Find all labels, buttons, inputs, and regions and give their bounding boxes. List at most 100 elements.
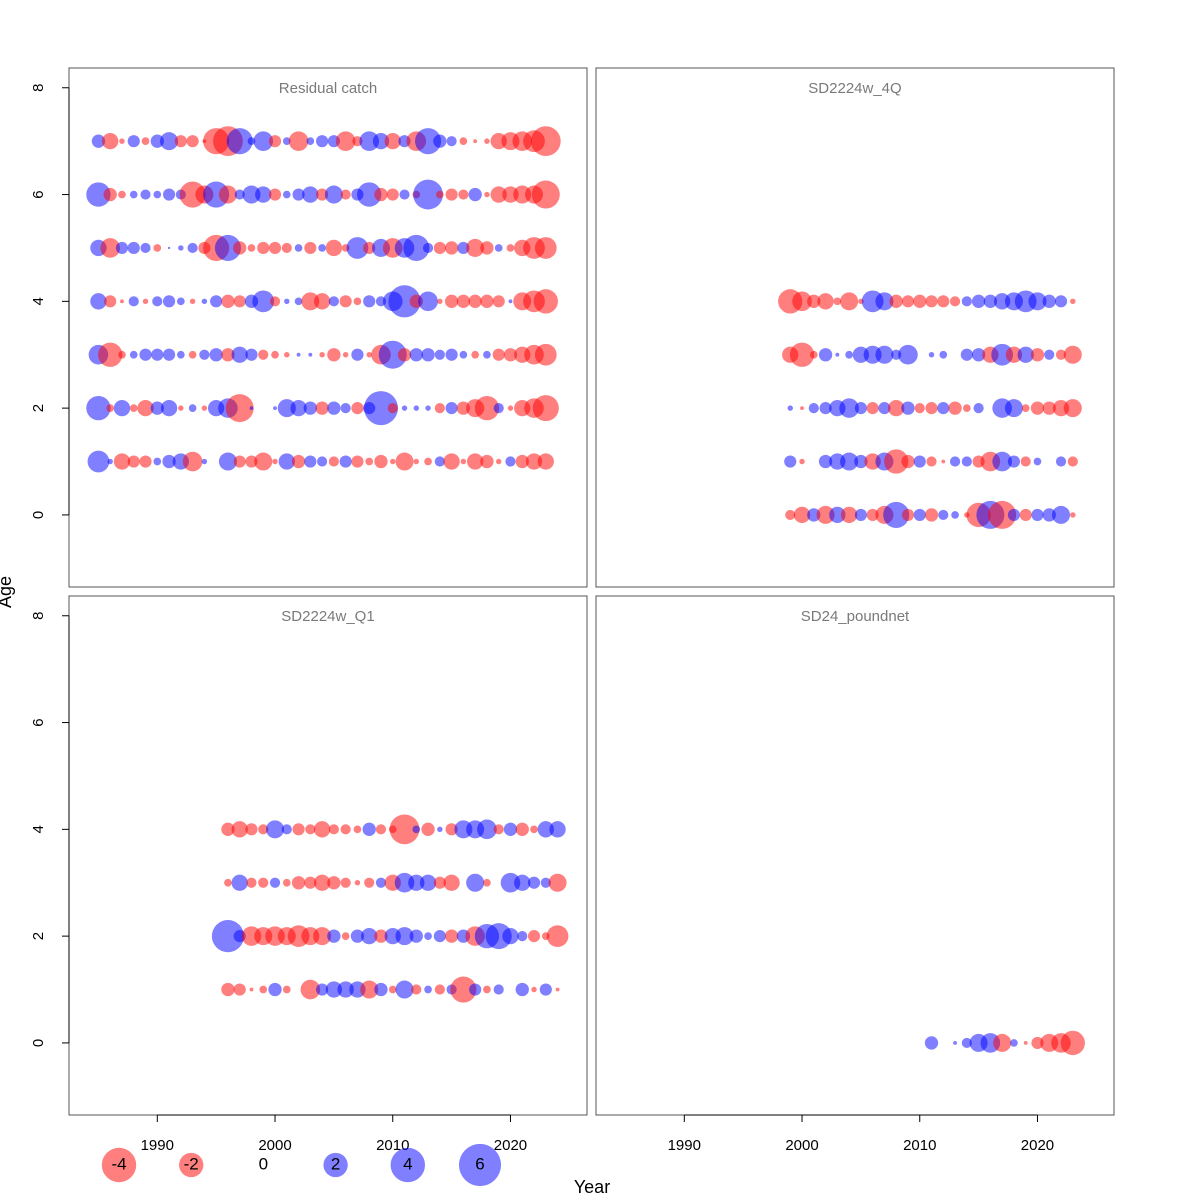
bubble — [249, 406, 254, 411]
bubble — [415, 128, 442, 155]
bubble — [549, 821, 566, 838]
bubble — [351, 402, 364, 415]
bubble — [413, 405, 420, 411]
bubble — [107, 458, 113, 465]
x-tick-label: 2000 — [785, 1137, 818, 1154]
bubble — [924, 1036, 939, 1050]
bubble — [106, 404, 115, 412]
bubble — [515, 454, 529, 469]
bubble — [483, 878, 491, 887]
bubble — [484, 191, 490, 198]
bubble — [231, 874, 248, 891]
bubble — [492, 348, 505, 361]
bubble — [913, 455, 926, 468]
bubble — [247, 137, 256, 145]
bubble — [397, 348, 412, 362]
bubble — [799, 458, 805, 465]
bubble — [269, 877, 281, 888]
bubble — [818, 348, 833, 362]
bubble — [1067, 456, 1078, 467]
bubble — [315, 401, 329, 415]
legend-label: 4 — [403, 1154, 412, 1173]
bubble — [434, 456, 445, 467]
bubble — [340, 824, 351, 835]
bubble — [493, 984, 504, 995]
bubble — [210, 295, 223, 308]
bubble — [951, 511, 959, 519]
bubble — [437, 298, 443, 305]
bubble — [327, 929, 341, 943]
x-tick-label: 2020 — [494, 1137, 527, 1154]
bubble — [459, 137, 468, 145]
bubble — [800, 406, 804, 411]
legend-label: 2 — [331, 1154, 340, 1173]
bubble — [140, 242, 151, 254]
bubble — [928, 352, 935, 358]
bubble — [1063, 399, 1082, 418]
bubble — [993, 1033, 1012, 1052]
bubble — [277, 399, 296, 418]
bubble — [480, 294, 494, 308]
bubble — [340, 403, 351, 414]
bubble — [305, 824, 316, 835]
bubble — [303, 401, 318, 415]
bubble — [437, 826, 443, 833]
bubble — [139, 348, 152, 361]
bubble — [1005, 346, 1023, 363]
bubble — [327, 348, 341, 362]
bubble — [490, 186, 507, 203]
bubble — [395, 927, 414, 946]
bubble — [425, 405, 431, 411]
bubble — [224, 878, 232, 887]
bubble — [300, 979, 321, 1000]
bubble — [342, 352, 349, 358]
bubble — [160, 132, 179, 151]
y-tick-label: 2 — [30, 404, 47, 412]
bubble — [98, 342, 123, 367]
bubble — [474, 395, 500, 421]
bubble — [395, 452, 414, 471]
bubble — [282, 190, 291, 199]
bubble — [1019, 508, 1032, 521]
bubble — [350, 929, 365, 943]
bubble — [508, 299, 513, 304]
bubble — [875, 345, 894, 364]
bubble — [1052, 505, 1071, 524]
bubble — [316, 135, 329, 148]
bubble — [178, 245, 184, 251]
bubble — [787, 405, 793, 411]
bubble — [375, 877, 387, 888]
bubble — [1031, 508, 1044, 521]
bubble — [401, 405, 408, 411]
bubble — [530, 825, 538, 834]
bubble — [278, 453, 295, 470]
bubble — [433, 134, 447, 148]
bubble — [409, 348, 423, 362]
bubble — [466, 238, 485, 257]
bubble — [142, 298, 149, 305]
bubble — [500, 872, 521, 893]
bubble — [325, 981, 343, 998]
legend-label: 0 — [259, 1154, 268, 1173]
bubble — [269, 296, 281, 307]
bubble — [878, 402, 891, 415]
bubble — [784, 455, 797, 468]
bubble — [174, 135, 187, 148]
bubble — [443, 453, 460, 470]
bubble — [456, 294, 471, 308]
bubble — [234, 189, 245, 200]
bubble — [259, 985, 268, 994]
bubble — [515, 982, 529, 997]
bubble — [507, 405, 514, 411]
bubble — [365, 457, 374, 466]
bubble — [540, 877, 551, 888]
bubble — [268, 241, 282, 255]
bubble — [374, 454, 388, 469]
bubble — [268, 982, 282, 997]
bubble — [363, 241, 376, 255]
bubble — [357, 182, 382, 207]
bubble — [327, 401, 341, 415]
y-tick-label: 4 — [30, 825, 47, 833]
y-tick-label: 0 — [30, 1039, 47, 1047]
bubble — [129, 350, 138, 359]
